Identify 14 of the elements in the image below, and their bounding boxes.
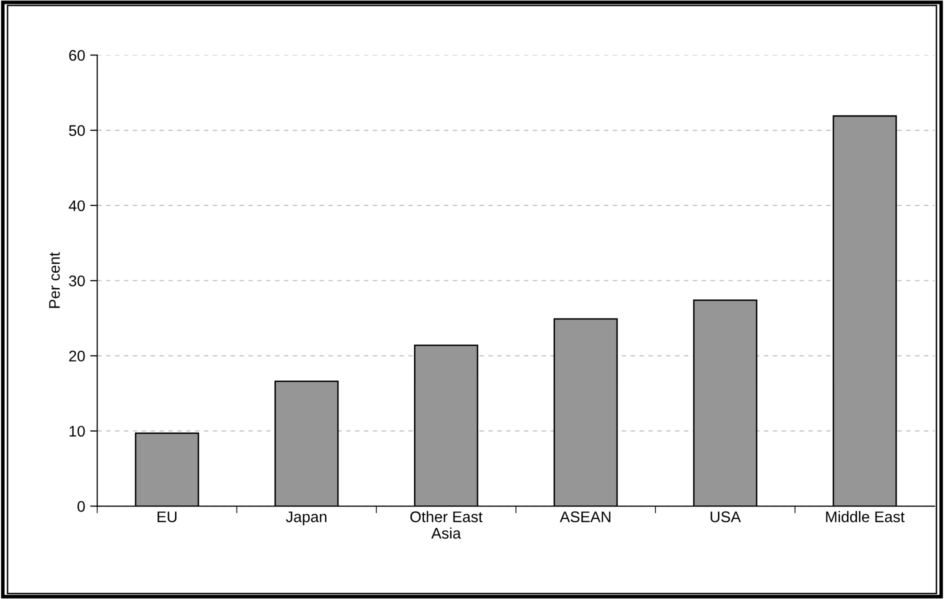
x-tick-label: EU [158,512,176,522]
x-tick-label: Middle East [826,511,905,522]
y-tick-label: 60 [69,50,85,61]
x-tick-label: Japan [286,512,326,526]
y-tick-label: 10 [70,426,85,437]
y-tick-label: 20 [69,350,85,362]
y-tick-label: 50 [69,125,85,136]
x-tick-label: Other East Asia [410,511,483,539]
y-axis-title: Per cent [49,252,60,308]
y-tick-label: 40 [68,200,85,212]
y-tick-label: 30 [69,276,85,286]
x-tick-label: USA [710,511,741,522]
y-tick-label: 0 [78,501,85,512]
x-tick-label: ASEAN [560,511,610,522]
